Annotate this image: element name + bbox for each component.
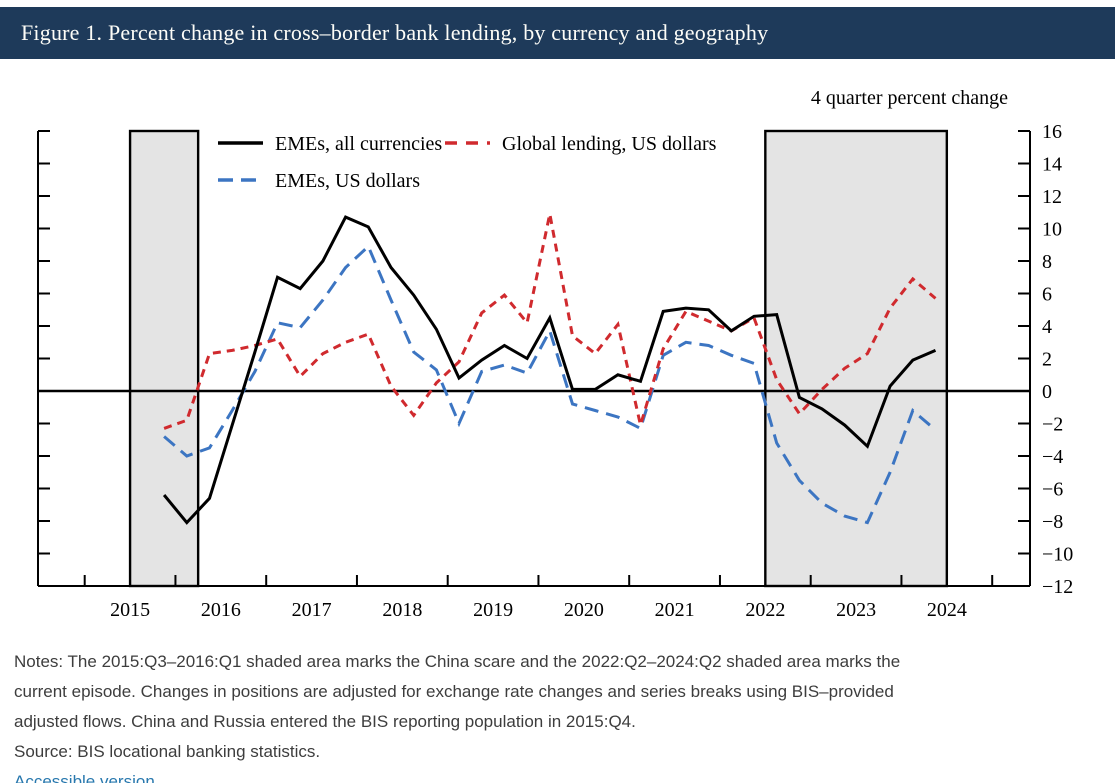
y-tick-label: −4 <box>1042 446 1063 468</box>
y-tick-label: −6 <box>1042 479 1063 501</box>
x-year-label: 2023 <box>836 599 876 621</box>
y-tick-label: −10 <box>1042 544 1073 566</box>
y-tick-label: 2 <box>1042 349 1052 371</box>
notes-line: Notes: The 2015:Q3–2016:Q1 shaded area m… <box>14 652 901 671</box>
y-tick-label: 12 <box>1042 186 1062 208</box>
figure-title-bar: Figure 1. Percent change in cross–border… <box>0 7 1115 59</box>
x-year-label: 2016 <box>201 599 241 621</box>
y-tick-label: 10 <box>1042 219 1062 241</box>
y-tick-label: 4 <box>1042 316 1052 338</box>
x-year-label: 2019 <box>473 599 513 621</box>
legend-label: EMEs, US dollars <box>275 170 420 192</box>
x-year-label: 2018 <box>382 599 422 621</box>
y-tick-label: −12 <box>1042 576 1073 598</box>
source-line: Source: BIS locational banking statistic… <box>14 742 321 761</box>
legend-label: EMEs, all currencies <box>275 133 442 155</box>
figure-title: Figure 1. Percent change in cross–border… <box>21 20 769 45</box>
y-tick-label: −8 <box>1042 511 1063 533</box>
x-year-label: 2024 <box>927 599 967 621</box>
y-tick-label: 6 <box>1042 284 1052 306</box>
y-tick-label: −2 <box>1042 414 1063 436</box>
legend-label: Global lending, US dollars <box>502 133 717 155</box>
x-year-label: 2020 <box>564 599 604 621</box>
y-tick-label: 8 <box>1042 251 1052 273</box>
y-tick-label: 16 <box>1042 121 1062 143</box>
axis-unit-label: 4 quarter percent change <box>810 87 1008 109</box>
x-year-label: 2015 <box>110 599 150 621</box>
y-tick-label: 0 <box>1042 381 1052 403</box>
y-tick-label: 14 <box>1042 154 1062 176</box>
notes-line: current episode. Changes in positions ar… <box>14 682 894 701</box>
series-emes-all-currencies <box>162 215 937 525</box>
notes-line: adjusted flows. China and Russia entered… <box>14 712 636 731</box>
shaded-region-2015Q3 <box>128 129 200 588</box>
x-year-label: 2017 <box>292 599 332 621</box>
accessible-version-link[interactable]: Accessible version <box>14 772 155 783</box>
lending-line-chart: 16 14 12 10 8 6 4 2 0 −2 −4 −6 −8 −10 −12 2015 2016 2017 2… <box>37 121 1073 621</box>
x-year-label: 2022 <box>745 599 785 621</box>
series-global-lending-us-dollars <box>163 213 937 432</box>
figure-notes: Notes: The 2015:Q3–2016:Q1 shaded area m… <box>14 647 1102 783</box>
x-year-label: 2021 <box>655 599 695 621</box>
